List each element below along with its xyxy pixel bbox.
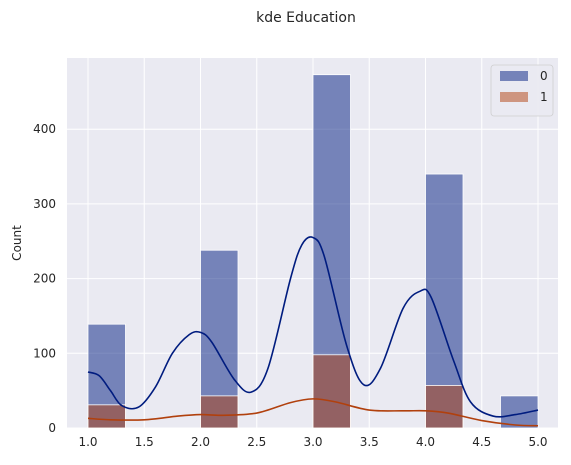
legend-swatch-1 bbox=[500, 92, 528, 102]
x-tick-label: 4.0 bbox=[416, 435, 435, 449]
y-tick-label: 100 bbox=[33, 346, 56, 360]
x-tick-label: 1.0 bbox=[78, 435, 97, 449]
y-axis-label: Count bbox=[10, 225, 24, 261]
bar-series-1 bbox=[425, 385, 464, 429]
x-tick-label: 1.5 bbox=[135, 435, 154, 449]
kde-line-series-1 bbox=[87, 398, 539, 427]
y-tick-label: 400 bbox=[33, 122, 56, 136]
y-tick-label: 0 bbox=[48, 421, 56, 435]
y-tick-label: 300 bbox=[33, 197, 56, 211]
x-tick-label: 3.5 bbox=[360, 435, 379, 449]
bars bbox=[87, 74, 539, 429]
bar-series-1 bbox=[200, 395, 239, 429]
legend: 0 1 bbox=[490, 64, 554, 117]
x-tick-label: 2.5 bbox=[247, 435, 266, 449]
x-tick-label: 3.0 bbox=[303, 435, 322, 449]
grid bbox=[67, 58, 558, 429]
x-tick-label: 4.5 bbox=[472, 435, 491, 449]
legend-label-0: 0 bbox=[540, 69, 548, 83]
bar-series-1 bbox=[312, 354, 351, 429]
x-tick-label: 2.0 bbox=[191, 435, 210, 449]
bar-series-1 bbox=[87, 404, 126, 429]
chart-title: kde Education bbox=[256, 10, 356, 26]
legend-label-1: 1 bbox=[540, 90, 548, 104]
x-tick-label: 5.0 bbox=[528, 435, 547, 449]
kde-line-series-0 bbox=[87, 236, 539, 418]
kde-lines bbox=[87, 236, 539, 427]
y-axis: 0 100 200 300 400 bbox=[33, 122, 56, 435]
y-tick-label: 200 bbox=[33, 272, 56, 286]
legend-swatch-0 bbox=[500, 71, 528, 81]
x-axis: 1.0 1.5 2.0 2.5 3.0 3.5 4.0 4.5 5.0 bbox=[78, 435, 547, 449]
